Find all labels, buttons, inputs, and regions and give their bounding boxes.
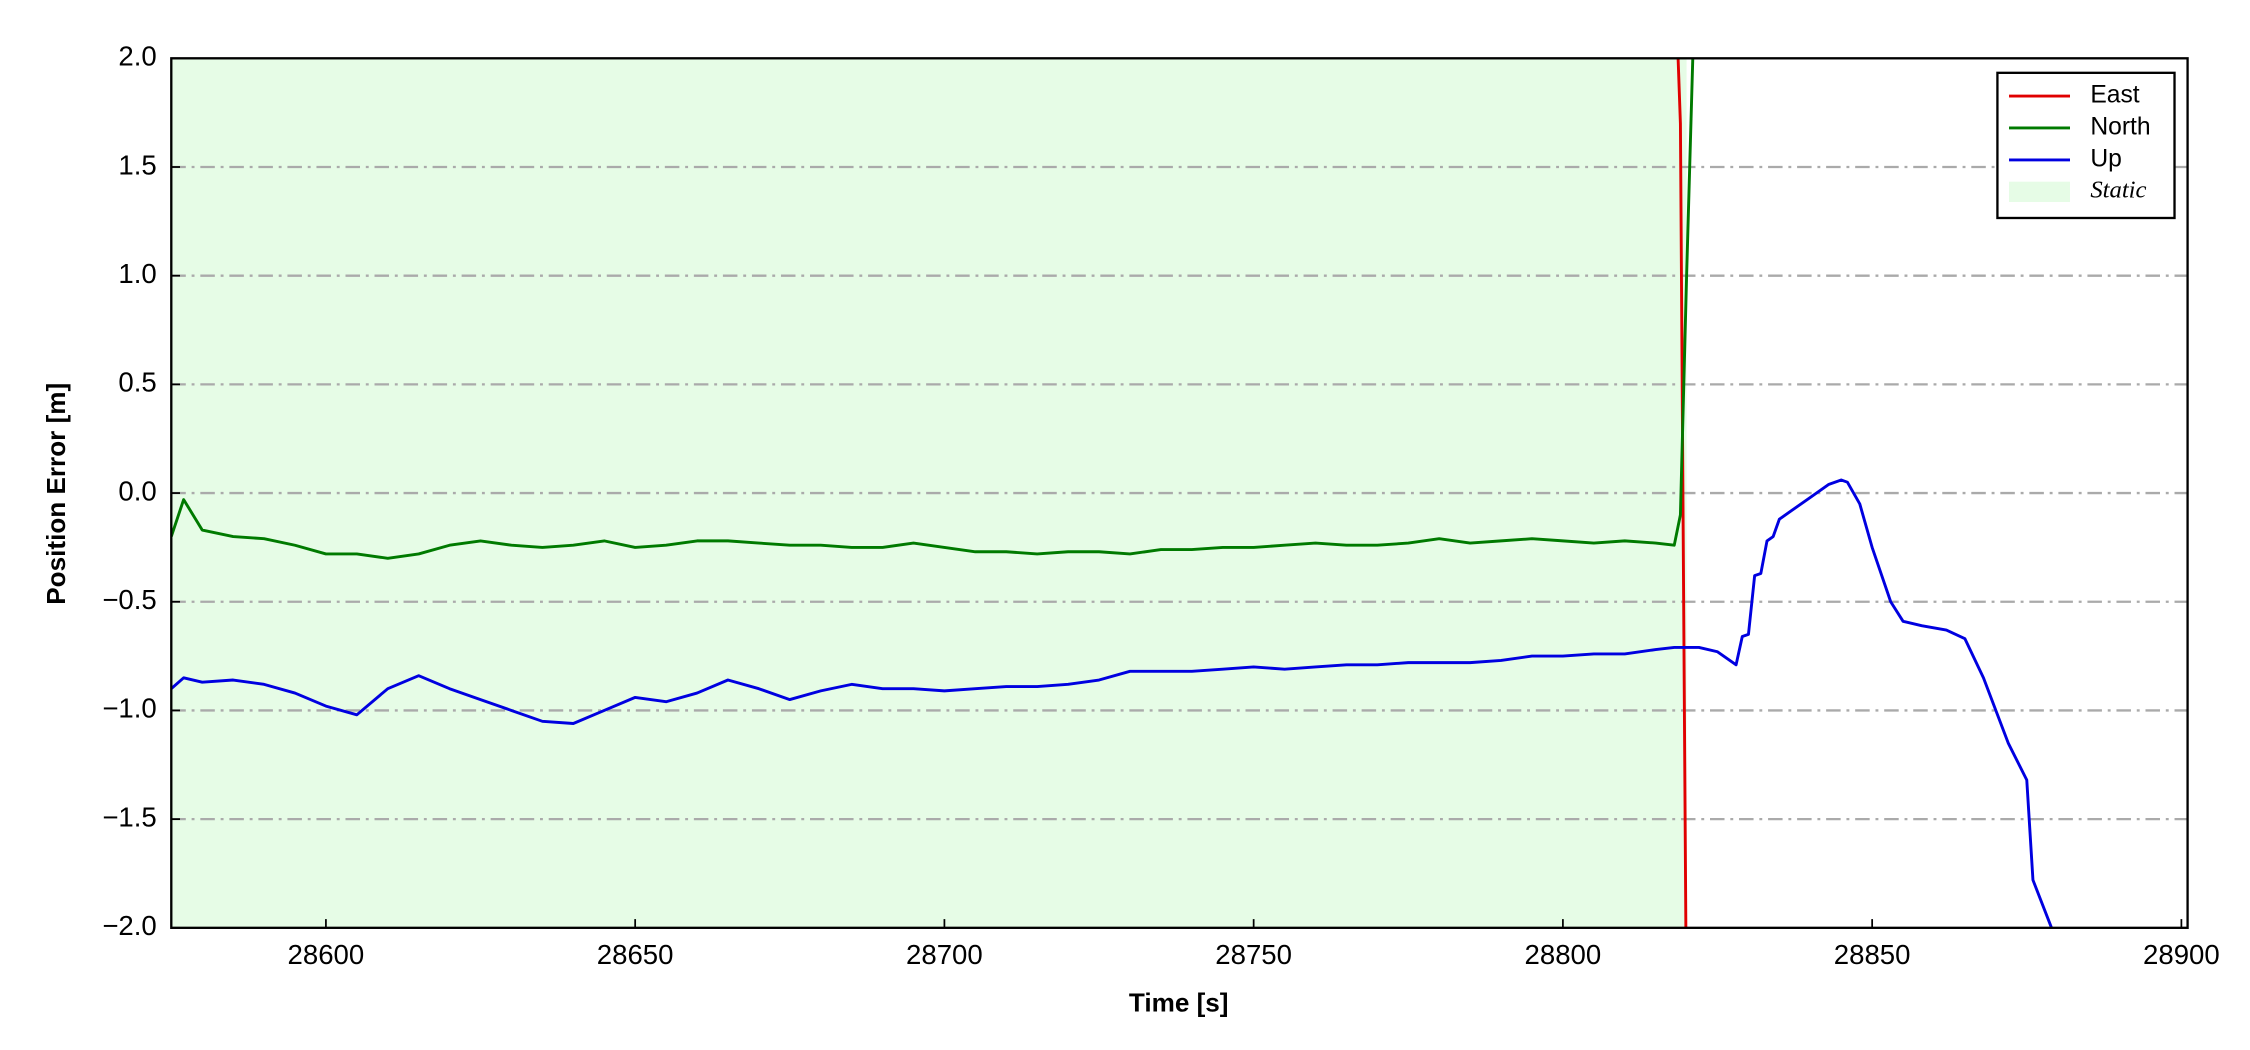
series-line xyxy=(1676,58,1688,928)
legend-label: North xyxy=(2090,113,2150,140)
x-tick-label: 28750 xyxy=(1215,939,1292,970)
y-tick-label: 1.0 xyxy=(118,258,156,289)
plot-area xyxy=(171,58,2188,928)
x-tick-label: 28600 xyxy=(288,939,365,970)
y-tick-label: −1.0 xyxy=(102,693,156,724)
y-tick-label: 1.5 xyxy=(118,149,156,180)
legend-label: Up xyxy=(2090,145,2122,172)
x-tick-label: 28700 xyxy=(906,939,983,970)
plot-frame xyxy=(170,57,2189,929)
x-tick-label: 28800 xyxy=(1525,939,1602,970)
x-axis-label: Time [s] xyxy=(1129,988,1229,1018)
legend-label: Static xyxy=(2090,177,2146,204)
series-line xyxy=(171,478,2053,928)
x-tick-label: 28900 xyxy=(2143,939,2220,970)
legend-swatch xyxy=(2009,181,2070,203)
y-tick-label: −2.0 xyxy=(102,910,156,941)
legend-label: East xyxy=(2090,82,2139,109)
x-tick-label: 28850 xyxy=(1834,939,1911,970)
y-axis-label: Position Error [m] xyxy=(41,383,71,605)
x-tick-label: 28650 xyxy=(597,939,674,970)
y-tick-label: 0.5 xyxy=(118,367,156,398)
series-line xyxy=(171,58,1695,560)
y-tick-label: −1.5 xyxy=(102,801,156,832)
y-tick-label: −0.5 xyxy=(102,584,156,615)
y-tick-label: 2.0 xyxy=(118,41,156,72)
y-tick-label: 0.0 xyxy=(118,475,156,506)
